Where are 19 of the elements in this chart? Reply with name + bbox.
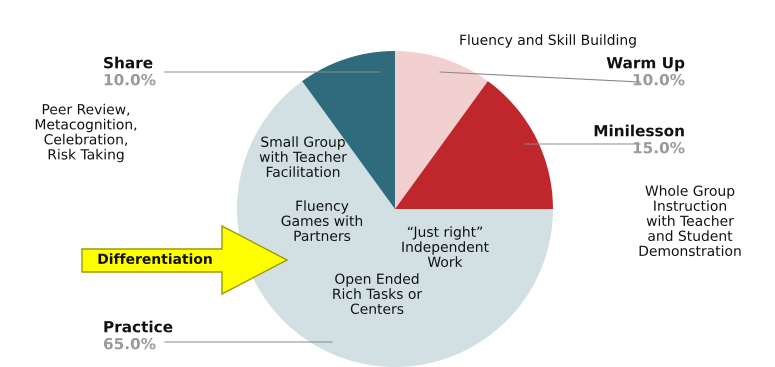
text: Fluency Games with Partners (282, 200, 362, 242)
text: Peer Review, Metacognition, Celebration, Risk Taking (36, 104, 136, 162)
data-label: 10.0% (634, 74, 685, 86)
data-label: 15.0% (634, 142, 685, 154)
slice-label: Practice (104, 320, 172, 332)
text: Small Group with Teacher Facilitation (260, 136, 347, 178)
text: “Just right” Independent Work (402, 226, 489, 268)
data-label: 10.0% (104, 74, 156, 86)
pie-slice (395, 81, 553, 209)
slice-label: Warm Up (606, 57, 684, 72)
pie-slice (237, 81, 553, 367)
text: Fluency and Skill Building (460, 34, 636, 48)
slice-label: Share (104, 56, 152, 68)
slice-label: Minilesson (594, 124, 684, 136)
text: Open Ended Rich Tasks or Centers (333, 273, 422, 314)
text: Differentiation (98, 253, 212, 264)
pie-slice (395, 51, 488, 209)
text: Whole Group Instruction with Teacher and Student Demonstration (640, 185, 741, 256)
data-label: 65.0% (104, 338, 156, 350)
